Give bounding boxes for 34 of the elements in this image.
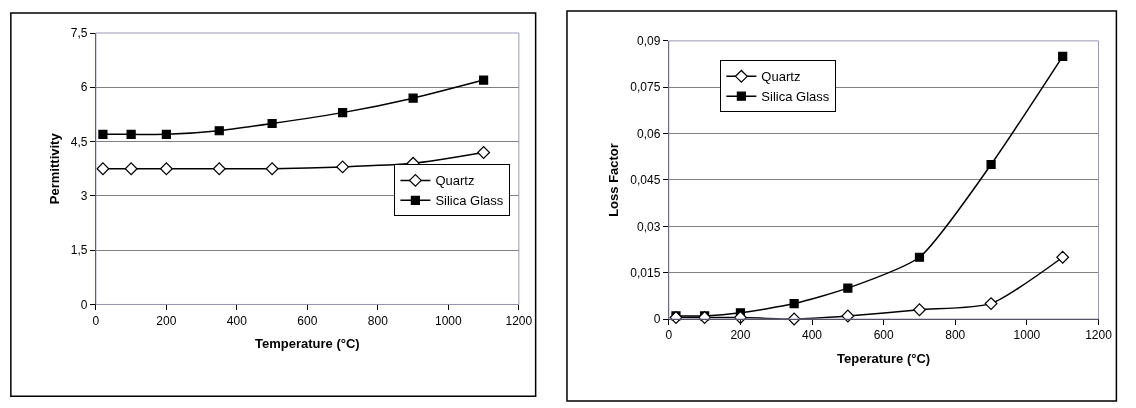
x-tick-label: 800 — [367, 313, 389, 328]
x-tick-label: 1200 — [505, 313, 533, 328]
y-tick-label: 0,06 — [637, 126, 661, 141]
y-tick-label: 4,5 — [70, 134, 88, 149]
legend-label: Quartz — [435, 173, 475, 189]
x-axis-title: Temperature (°C) — [255, 336, 360, 352]
y-tick-label: 0,075 — [630, 80, 661, 95]
y-tick-label: 0,045 — [630, 173, 661, 188]
y-tick-label: 0,015 — [630, 265, 661, 280]
legend-label: Silica Glass — [435, 193, 504, 209]
y-tick-label: 6 — [80, 80, 88, 95]
x-tick-label: 600 — [297, 313, 318, 328]
y-axis-title: Permittivity — [46, 132, 62, 205]
y-axis-title: Loss Factor — [606, 143, 622, 217]
x-tick-label: 0 — [665, 328, 673, 343]
x-tick-label: 200 — [156, 313, 177, 328]
x-tick-label: 600 — [873, 328, 894, 343]
y-tick-label: 0 — [80, 297, 88, 312]
y-tick-label: 7,5 — [70, 26, 88, 41]
y-tick-label: 0,09 — [637, 34, 661, 49]
x-tick-label: 200 — [730, 328, 751, 343]
x-tick-label: 0 — [92, 313, 100, 328]
legend-label: Quartz — [761, 69, 801, 85]
x-tick-label: 1000 — [435, 313, 463, 328]
y-tick-label: 3 — [80, 189, 88, 204]
legend-label: Silica Glass — [761, 89, 830, 105]
x-axis-title: Teperature (°C) — [837, 351, 931, 367]
x-tick-label: 400 — [226, 313, 248, 328]
x-tick-label: 1000 — [1013, 328, 1041, 343]
y-tick-label: 1,5 — [70, 243, 88, 258]
x-tick-label: 800 — [945, 328, 966, 343]
x-tick-label: 1200 — [1085, 328, 1113, 343]
x-tick-label: 400 — [802, 328, 823, 343]
y-tick-label: 0,03 — [637, 219, 661, 234]
